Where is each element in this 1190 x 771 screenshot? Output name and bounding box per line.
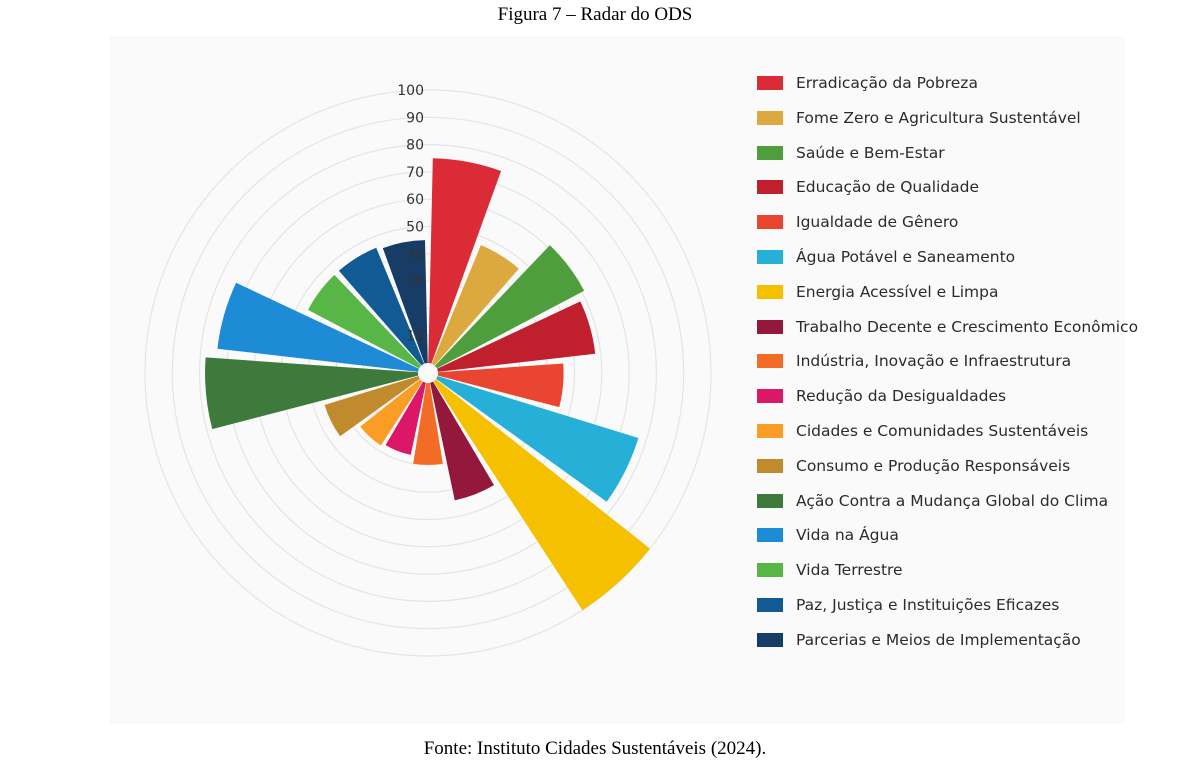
bar-sdg-14 <box>217 282 419 372</box>
radial-tick-label: 40 <box>406 247 424 263</box>
legend-swatch <box>757 389 783 404</box>
legend-swatch <box>757 284 783 299</box>
legend-swatch <box>757 424 783 438</box>
figure-source: Fonte: Instituto Cidades Sustentáveis (2… <box>423 738 767 759</box>
chart-panel: 10 30 40 50 60 70 80 90 100 <box>110 36 1125 724</box>
bar-sdg-8 <box>430 381 494 501</box>
bar-sdg-13 <box>205 357 419 430</box>
radial-tick-label: 60 <box>406 192 424 208</box>
legend-item: Igualdade de Gênero <box>757 211 958 233</box>
legend-swatch <box>757 145 783 160</box>
legend-label: Paz, Justiça e Instituições Eficazes <box>796 596 1060 614</box>
legend-swatch <box>757 598 783 612</box>
legend-swatch <box>757 632 783 647</box>
legend-item: Água Potável e Saneamento <box>757 246 1015 268</box>
legend-label: Educação de Qualidade <box>796 178 980 197</box>
legend-label: Indústria, Inovação e Infraestrutura <box>796 352 1072 371</box>
bar-sdg-15 <box>308 274 422 369</box>
legend-swatch <box>757 110 783 125</box>
bar-sdg-6 <box>436 375 639 502</box>
legend-swatch <box>757 563 783 578</box>
radial-tick-label: 80 <box>406 138 424 154</box>
legend-swatch <box>757 250 783 264</box>
legend-item: Cidades e Comunidades Sustentáveis <box>757 420 1088 442</box>
bar-sdg-12 <box>324 375 420 437</box>
bar-sdg-17 <box>382 240 428 364</box>
bar-sdg-1 <box>428 158 502 364</box>
legend-label: Energia Acessível e Limpa <box>796 282 999 301</box>
legend-item: Paz, Justiça e Instituições Eficazes <box>757 594 1059 616</box>
radial-tick-label: 100 <box>397 83 424 99</box>
radial-tick-label: 50 <box>406 220 424 236</box>
legend-label: Consumo e Produção Responsáveis <box>796 456 1071 475</box>
legend-item: Ação Contra a Mudança Global do Clima <box>757 490 1108 512</box>
legend-item: Saúde e Bem-Estar <box>757 142 945 164</box>
legend-item: Educação de Qualidade <box>757 176 979 198</box>
legend-label: Cidades e Comunidades Sustentáveis <box>796 422 1089 440</box>
bar-sdg-10 <box>385 381 426 455</box>
legend-item: Vida Terrestre <box>757 559 903 581</box>
grid-circle <box>144 89 712 657</box>
chart-bars <box>205 158 650 611</box>
legend-label: Trabalho Decente e Crescimento Econômico <box>796 317 1139 336</box>
bar-sdg-7 <box>433 379 650 611</box>
radial-tick-label: 70 <box>406 165 424 181</box>
legend-item: Energia Acessível e Limpa <box>757 281 998 303</box>
bar-sdg-16 <box>338 247 425 366</box>
legend-label: Fome Zero e Agricultura Sustentável <box>796 108 1081 127</box>
polar-bar-chart: 10 30 40 50 60 70 80 90 100 <box>144 83 712 657</box>
legend-swatch <box>757 493 783 508</box>
legend-label: Vida na Água <box>796 526 899 545</box>
legend-item: Erradicação da Pobreza <box>757 72 978 94</box>
bar-sdg-3 <box>434 245 585 369</box>
legend-label: Água Potável e Saneamento <box>796 248 1016 266</box>
grid-circle <box>171 116 685 630</box>
bar-sdg-2 <box>431 245 519 366</box>
legend-swatch <box>757 76 783 90</box>
legend-label: Parcerias e Meios de Implementação <box>796 630 1081 649</box>
legend-item: Indústria, Inovação e Infraestrutura <box>757 350 1071 372</box>
legend-swatch <box>757 528 783 543</box>
bar-sdg-4 <box>437 301 596 372</box>
legend-swatch <box>757 319 783 334</box>
legend-item: Consumo e Produção Responsáveis <box>757 455 1070 477</box>
figure-title: Figura 7 – Radar do ODS <box>497 4 693 25</box>
legend-item: Vida na Água <box>757 524 899 546</box>
legend-item: Redução da Desigualdades <box>757 385 1006 407</box>
legend-swatch <box>757 180 783 195</box>
legend-label: Saúde e Bem-Estar <box>796 143 945 162</box>
radial-tick-label: 90 <box>406 110 424 126</box>
legend-label: Redução da Desigualdades <box>796 387 1007 406</box>
legend-label: Vida Terrestre <box>796 561 903 580</box>
radial-tick-label: 10 <box>406 329 424 345</box>
legend-item: Trabalho Decente e Crescimento Econômico <box>757 316 1138 338</box>
bar-sdg-9 <box>413 382 443 465</box>
legend-swatch <box>757 215 783 230</box>
bar-sdg-5 <box>437 363 564 408</box>
legend-label: Erradicação da Pobreza <box>796 74 978 92</box>
grid-circle <box>199 144 657 602</box>
legend-label: Igualdade de Gênero <box>796 213 959 232</box>
legend-item: Fome Zero e Agricultura Sustentável <box>757 107 1081 129</box>
radial-tick-label: 30 <box>406 274 424 290</box>
bar-sdg-11 <box>360 379 423 446</box>
legend-label: Ação Contra a Mudança Global do Clima <box>796 491 1109 510</box>
radial-tick-labels: 10 30 40 50 60 70 80 90 100 <box>397 83 424 345</box>
legend-item: Parcerias e Meios de Implementação <box>757 629 1081 651</box>
legend-swatch <box>757 354 783 369</box>
legend-swatch <box>757 458 783 473</box>
